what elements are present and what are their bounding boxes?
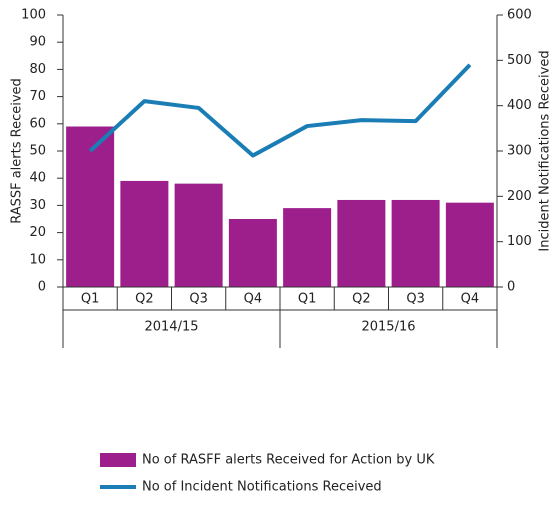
x-tick-label: Q1 <box>298 292 317 307</box>
bar <box>120 180 169 287</box>
y-tick-label: 80 <box>29 62 46 77</box>
y-axis-label: RASSF alerts Received <box>10 78 25 224</box>
y2-tick-label: 500 <box>507 53 532 68</box>
y-tick-label: 10 <box>29 252 46 267</box>
y2-tick-label: 200 <box>507 189 532 204</box>
y2-tick-label: 300 <box>507 144 532 159</box>
y2-tick-label: 400 <box>507 98 532 113</box>
x-tick-label: Q3 <box>189 292 208 307</box>
y-tick-label: 60 <box>29 116 46 131</box>
x-tick-label: Q2 <box>352 292 371 307</box>
line <box>88 63 472 158</box>
group-label: 2014/15 <box>144 320 198 335</box>
y-tick-label: 90 <box>29 35 46 50</box>
legend-label: No of Incident Notifications Received <box>142 480 382 495</box>
bar <box>228 219 277 287</box>
legend-label: No of RASFF alerts Received for Action b… <box>142 453 435 468</box>
y-tick-label: 70 <box>29 89 46 104</box>
y2-axis-label: Incident Notifications Received <box>538 50 553 251</box>
bar <box>283 208 332 287</box>
y-tick-label: 50 <box>29 144 46 159</box>
y2-tick-label: 100 <box>507 234 532 249</box>
bar <box>445 202 494 287</box>
y-tick-label: 40 <box>29 171 46 186</box>
x-tick-label: Q3 <box>406 292 425 307</box>
y-tick-label: 0 <box>38 280 46 295</box>
x-tick-label: Q4 <box>461 292 480 307</box>
y-tick-label: 30 <box>29 198 46 213</box>
y-tick-label: 20 <box>29 225 46 240</box>
bar <box>174 183 223 287</box>
y2-tick-label: 0 <box>507 280 515 295</box>
bar <box>66 126 115 288</box>
y2-tick-label: 600 <box>507 8 532 23</box>
bar <box>337 199 386 287</box>
legend-swatch <box>100 453 136 467</box>
x-tick-label: Q4 <box>244 292 263 307</box>
bar <box>391 199 440 287</box>
y-tick-label: 100 <box>21 8 46 23</box>
x-tick-label: Q1 <box>81 292 100 307</box>
x-tick-label: Q2 <box>135 292 154 307</box>
group-label: 2015/16 <box>361 320 415 335</box>
